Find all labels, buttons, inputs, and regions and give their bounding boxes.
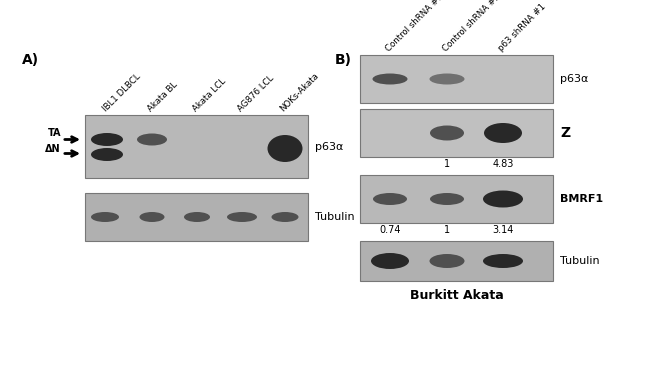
Ellipse shape [371, 253, 409, 269]
Ellipse shape [483, 254, 523, 268]
Text: Control shRNA #1: Control shRNA #1 [384, 0, 445, 53]
Text: NOKs-Akata: NOKs-Akata [279, 70, 321, 113]
Text: TA: TA [47, 128, 61, 137]
Ellipse shape [430, 74, 465, 85]
Text: Control shRNA #2: Control shRNA #2 [441, 0, 502, 53]
Ellipse shape [373, 193, 407, 205]
Text: 3.14: 3.14 [492, 225, 514, 235]
Text: B): B) [335, 53, 352, 67]
Ellipse shape [430, 126, 464, 141]
Ellipse shape [91, 148, 123, 161]
Ellipse shape [91, 212, 119, 222]
Text: p63 shRNA #1: p63 shRNA #1 [497, 2, 548, 53]
Text: p63α: p63α [560, 74, 588, 84]
Text: IBL1 DLBCL: IBL1 DLBCL [101, 72, 142, 113]
Ellipse shape [91, 133, 123, 146]
Bar [360, 175, 553, 223]
Bar [360, 241, 553, 281]
Text: Tubulin: Tubulin [315, 212, 355, 222]
Text: Akata LCL: Akata LCL [190, 76, 228, 113]
Bar [360, 55, 553, 103]
Text: Burkitt Akata: Burkitt Akata [410, 289, 503, 302]
Text: p63α: p63α [315, 141, 343, 152]
Text: Tubulin: Tubulin [560, 256, 599, 266]
Text: BMRF1: BMRF1 [560, 194, 603, 204]
Ellipse shape [227, 212, 257, 222]
Bar [85, 115, 308, 178]
Text: 1: 1 [444, 225, 450, 235]
Bar [85, 193, 308, 241]
Text: Akata BL: Akata BL [146, 80, 179, 113]
Bar [360, 109, 553, 157]
Ellipse shape [430, 254, 465, 268]
Text: ΔN: ΔN [46, 144, 61, 154]
Text: Z: Z [560, 126, 570, 140]
Text: 4.83: 4.83 [492, 159, 514, 169]
Text: 1: 1 [444, 159, 450, 169]
Ellipse shape [484, 123, 522, 143]
Ellipse shape [137, 134, 167, 146]
Ellipse shape [140, 212, 164, 222]
Ellipse shape [483, 190, 523, 208]
Ellipse shape [372, 74, 408, 85]
Text: 0.74: 0.74 [379, 225, 401, 235]
Ellipse shape [268, 135, 302, 162]
Ellipse shape [430, 193, 464, 205]
Text: A): A) [22, 53, 39, 67]
Ellipse shape [272, 212, 298, 222]
Ellipse shape [184, 212, 210, 222]
Text: AG876 LCL: AG876 LCL [236, 73, 276, 113]
